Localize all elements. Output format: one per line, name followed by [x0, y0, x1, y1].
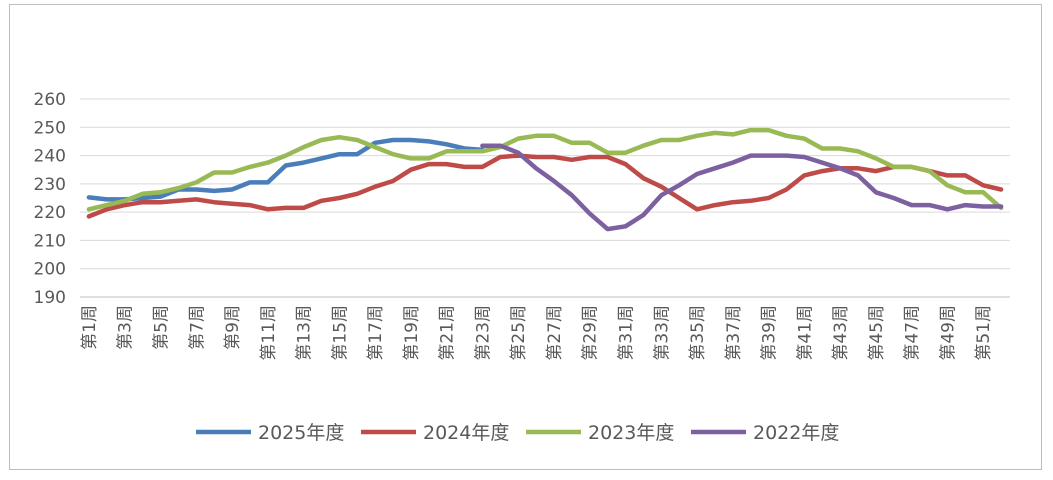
series-line-4 [480, 143, 1004, 232]
x-tick-label: 第3周 [116, 305, 136, 350]
x-tick-label: 第27周 [545, 305, 565, 361]
y-tick-label: 260 [34, 90, 66, 110]
chart-area [9, 4, 1042, 470]
y-tick-label: 210 [34, 231, 66, 251]
x-tick-label: 第45周 [867, 305, 887, 361]
y-tick-label: 230 [34, 175, 66, 195]
x-tick-label: 第7周 [187, 305, 207, 350]
series-lines [86, 127, 1004, 232]
x-axis-ticks: 第1周 第3周 第5周 第7周 第9周 第11周 第13周 第15周 第17周 第19周 第21周第… [80, 305, 994, 361]
x-tick-label: 第1周 [80, 305, 100, 350]
y-tick-label: 250 [34, 118, 66, 138]
x-tick-label: 第29周 [581, 305, 601, 361]
x-tick-label: 第33周 [652, 305, 672, 361]
legend-label: 2022年度 [753, 422, 839, 444]
series-line-2 [86, 153, 1004, 219]
x-tick-label: 第49周 [938, 305, 958, 361]
legend-label: 2023年度 [588, 422, 674, 444]
x-tick-label: 第43周 [831, 305, 851, 361]
x-tick-label: 第9周 [223, 305, 243, 350]
x-tick-label: 第5周 [151, 305, 171, 350]
legend: 2025年度 2024年度 2023年度 2022年度 [196, 422, 839, 444]
x-tick-label: 第39周 [760, 305, 780, 361]
y-tick-label: 240 [34, 147, 66, 167]
x-tick-label: 第51周 [974, 305, 994, 361]
series-line-1 [86, 137, 485, 202]
x-tick-label: 第41周 [795, 305, 815, 361]
x-tick-label: 第23周 [473, 305, 493, 361]
series-line-3 [86, 127, 1004, 212]
legend-label: 2025年度 [258, 422, 344, 444]
x-tick-label: 第25周 [509, 305, 529, 361]
y-tick-label: 220 [34, 203, 66, 223]
gridlines [80, 98, 1010, 298]
x-tick-label: 第37周 [724, 305, 744, 361]
legend-label: 2024年度 [423, 422, 509, 444]
x-tick-label: 第35周 [688, 305, 708, 361]
x-tick-label: 第21周 [438, 305, 458, 361]
y-tick-label: 200 [34, 260, 66, 280]
x-tick-label: 第19周 [402, 305, 422, 361]
y-tick-label: 190 [34, 288, 66, 308]
y-axis-ticks: 190 200 210 220 230 240 250 260 [34, 90, 66, 308]
x-tick-label: 第13周 [295, 305, 315, 361]
x-tick-label: 第11周 [259, 305, 279, 361]
x-tick-label: 第15周 [330, 305, 350, 361]
x-tick-label: 第47周 [903, 305, 923, 361]
x-tick-label: 第31周 [616, 305, 636, 361]
x-tick-label: 第17周 [366, 305, 386, 361]
